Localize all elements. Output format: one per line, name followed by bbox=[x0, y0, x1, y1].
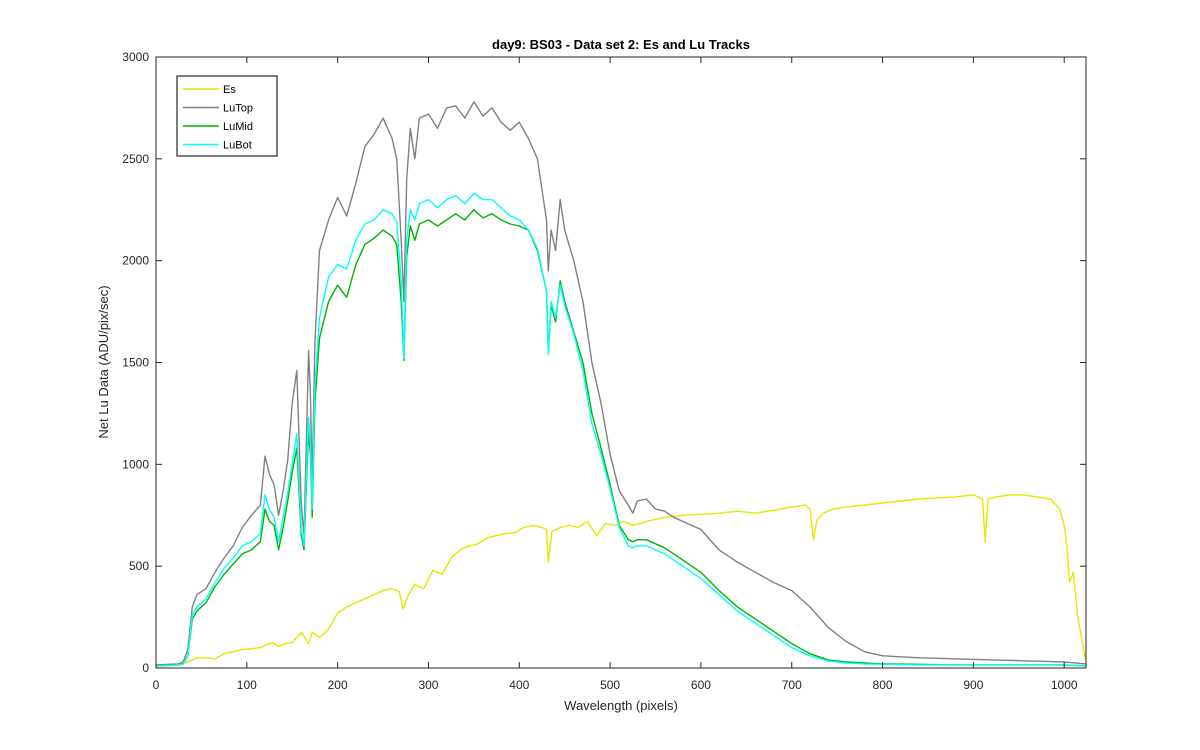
x-tick-label: 400 bbox=[509, 678, 529, 692]
y-axis-label: Net Lu Data (ADU/pix/sec) bbox=[96, 285, 111, 438]
legend-label-lutop: LuTop bbox=[223, 103, 253, 115]
x-tick-label: 100 bbox=[237, 678, 257, 692]
y-tick-label: 1500 bbox=[122, 356, 149, 370]
x-tick-label: 900 bbox=[963, 678, 983, 692]
series-line-lutop bbox=[155, 101, 1087, 666]
x-tick-label: 600 bbox=[691, 678, 711, 692]
plot-area bbox=[156, 57, 1086, 668]
chart-title: day9: BS03 - Data set 2: Es and Lu Track… bbox=[492, 37, 750, 52]
series-layer bbox=[155, 101, 1087, 667]
series-line-es bbox=[155, 494, 1087, 666]
x-tick-label: 300 bbox=[418, 678, 438, 692]
legend-label-lumid: LuMid bbox=[223, 121, 253, 133]
x-tick-label: 0 bbox=[153, 678, 160, 692]
y-tick-label: 2000 bbox=[122, 254, 149, 268]
series-line-lubot bbox=[155, 192, 1087, 667]
plot-frame bbox=[155, 56, 1087, 669]
y-tick-label: 2500 bbox=[122, 152, 149, 166]
y-tick-label: 1000 bbox=[122, 457, 149, 471]
x-tick-label: 1000 bbox=[1051, 678, 1078, 692]
x-tick-label: 200 bbox=[328, 678, 348, 692]
x-axis-label: Wavelength (pixels) bbox=[564, 698, 678, 713]
y-tick-label: 3000 bbox=[122, 50, 149, 64]
x-tick-label: 800 bbox=[873, 678, 893, 692]
x-tick-label: 700 bbox=[782, 678, 802, 692]
x-tick-label: 500 bbox=[600, 678, 620, 692]
series-line-lumid bbox=[155, 209, 1087, 667]
y-tick-label: 500 bbox=[129, 559, 149, 573]
legend-label-es: Es bbox=[223, 84, 236, 96]
legend: Es LuTop LuMid LuBot bbox=[176, 75, 278, 157]
y-tick-label: 0 bbox=[142, 661, 149, 675]
ticks-layer: 0 100 200 300 400 500 600 700 800 900 1000 0 500 1000… bbox=[122, 50, 1086, 692]
legend-label-lubot: LuBot bbox=[223, 140, 252, 152]
